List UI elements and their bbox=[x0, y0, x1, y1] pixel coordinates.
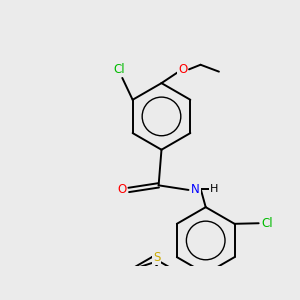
Text: O: O bbox=[178, 63, 188, 76]
Text: Cl: Cl bbox=[114, 63, 125, 76]
Text: O: O bbox=[117, 183, 127, 196]
Text: Cl: Cl bbox=[261, 217, 272, 230]
Text: N: N bbox=[191, 183, 200, 196]
Text: S: S bbox=[153, 250, 160, 264]
Text: H: H bbox=[210, 184, 218, 194]
